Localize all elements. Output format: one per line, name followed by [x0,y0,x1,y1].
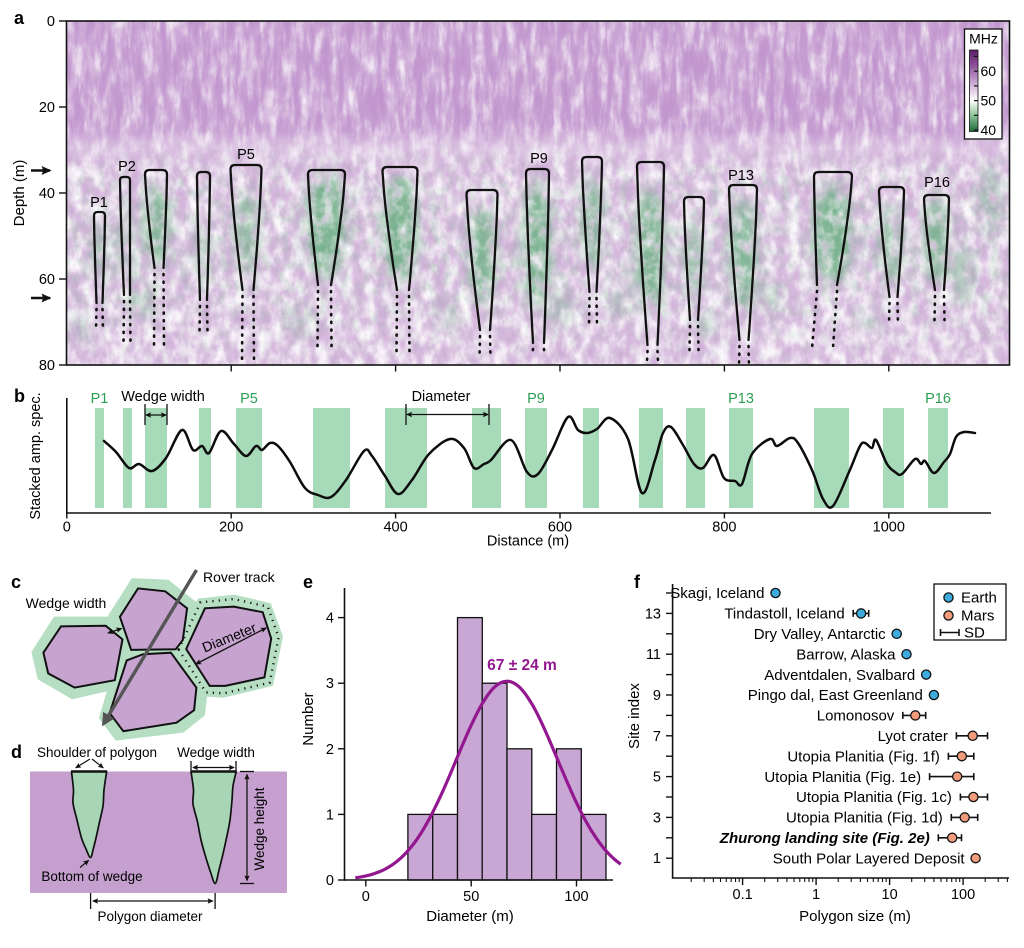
svg-text:Lomonosov: Lomonosov [817,708,895,725]
svg-text:800: 800 [712,520,736,536]
svg-text:Skagi, Iceland: Skagi, Iceland [670,585,764,602]
svg-text:3: 3 [653,810,661,826]
svg-text:P2: P2 [118,159,136,175]
svg-text:Polygon diameter: Polygon diameter [97,909,203,924]
svg-text:Zhurong landing site (Fig. 2e): Zhurong landing site (Fig. 2e) [719,830,930,847]
svg-text:Tindastoll, Iceland: Tindastoll, Iceland [724,606,844,623]
svg-text:Pingo dal, East Greenland: Pingo dal, East Greenland [748,687,923,704]
svg-text:Mars: Mars [961,608,994,625]
svg-text:20: 20 [39,100,55,116]
svg-text:a: a [14,8,25,28]
svg-text:1: 1 [812,887,820,903]
svg-text:10: 10 [882,887,898,903]
svg-text:0: 0 [326,873,334,889]
svg-text:P1: P1 [90,195,108,211]
svg-text:P1: P1 [91,391,109,407]
svg-text:Utopia Planitia (Fig. 1e): Utopia Planitia (Fig. 1e) [764,769,921,786]
svg-text:9: 9 [653,688,661,704]
svg-text:P5: P5 [240,391,258,407]
svg-text:40: 40 [981,122,997,138]
svg-text:Lyot crater: Lyot crater [878,728,948,745]
svg-text:Diameter (m): Diameter (m) [426,908,514,925]
svg-text:Earth: Earth [961,590,997,607]
svg-text:f: f [634,572,641,592]
svg-text:b: b [14,386,25,406]
svg-text:7: 7 [653,729,661,745]
svg-text:P9: P9 [530,151,548,167]
svg-text:MHz: MHz [969,31,998,47]
svg-text:80: 80 [39,358,55,374]
svg-text:Utopia Planitia (Fig. 1d): Utopia Planitia (Fig. 1d) [786,810,943,827]
svg-text:c: c [11,572,21,592]
svg-text:600: 600 [548,520,572,536]
svg-text:Wedge width: Wedge width [26,595,107,611]
svg-text:0: 0 [47,14,55,30]
svg-text:Barrow, Alaska: Barrow, Alaska [796,646,896,663]
svg-text:Distance (m): Distance (m) [487,534,569,550]
svg-text:Adventdalen, Svalbard: Adventdalen, Svalbard [764,667,915,684]
svg-text:0: 0 [362,889,370,905]
svg-text:Wedge height: Wedge height [252,787,267,870]
svg-text:Site index: Site index [626,683,643,749]
svg-text:Utopia Planitia (Fig. 1c): Utopia Planitia (Fig. 1c) [796,789,952,806]
svg-text:e: e [303,572,313,592]
svg-text:Number: Number [300,692,317,745]
svg-text:Shoulder of polygon: Shoulder of polygon [37,745,157,760]
svg-text:13: 13 [645,606,661,622]
svg-text:400: 400 [383,520,407,536]
svg-text:P13: P13 [728,391,754,407]
svg-text:0.1: 0.1 [733,887,753,903]
svg-text:40: 40 [39,186,55,202]
svg-text:0: 0 [63,520,71,536]
svg-text:Wedge width: Wedge width [121,389,205,405]
svg-text:Utopia Planitia (Fig. 1f): Utopia Planitia (Fig. 1f) [787,748,940,765]
svg-text:1: 1 [326,807,334,823]
svg-text:100: 100 [951,887,975,903]
svg-text:1: 1 [653,851,661,867]
svg-text:50: 50 [463,889,479,905]
svg-text:Stacked amp. spec.: Stacked amp. spec. [28,392,44,519]
svg-text:200: 200 [219,520,243,536]
svg-text:Wedge width: Wedge width [177,745,255,760]
svg-text:P16: P16 [925,391,951,407]
svg-text:4: 4 [326,611,334,627]
svg-text:Diameter: Diameter [412,389,471,405]
svg-text:P9: P9 [527,391,545,407]
svg-text:South Polar Layered Deposit: South Polar Layered Deposit [773,850,966,867]
svg-text:P5: P5 [237,147,255,163]
svg-text:11: 11 [646,647,661,663]
svg-text:Depth (m): Depth (m) [11,160,28,227]
svg-text:1000: 1000 [873,520,905,536]
svg-text:50: 50 [981,93,997,109]
svg-text:P13: P13 [728,168,754,184]
svg-text:60: 60 [39,272,55,288]
svg-text:2: 2 [326,742,334,758]
svg-text:P16: P16 [924,175,950,191]
svg-text:67 ± 24 m: 67 ± 24 m [487,657,557,674]
svg-text:Rover track: Rover track [203,569,276,585]
svg-text:Polygon size (m): Polygon size (m) [799,908,911,925]
svg-text:100: 100 [564,889,588,905]
svg-text:5: 5 [653,770,661,786]
svg-text:SD: SD [964,625,985,642]
svg-text:Dry Valley, Antarctic: Dry Valley, Antarctic [754,626,886,643]
svg-text:d: d [11,742,22,762]
svg-text:3: 3 [326,676,334,692]
svg-text:60: 60 [981,63,997,79]
svg-text:Bottom of wedge: Bottom of wedge [41,869,142,884]
